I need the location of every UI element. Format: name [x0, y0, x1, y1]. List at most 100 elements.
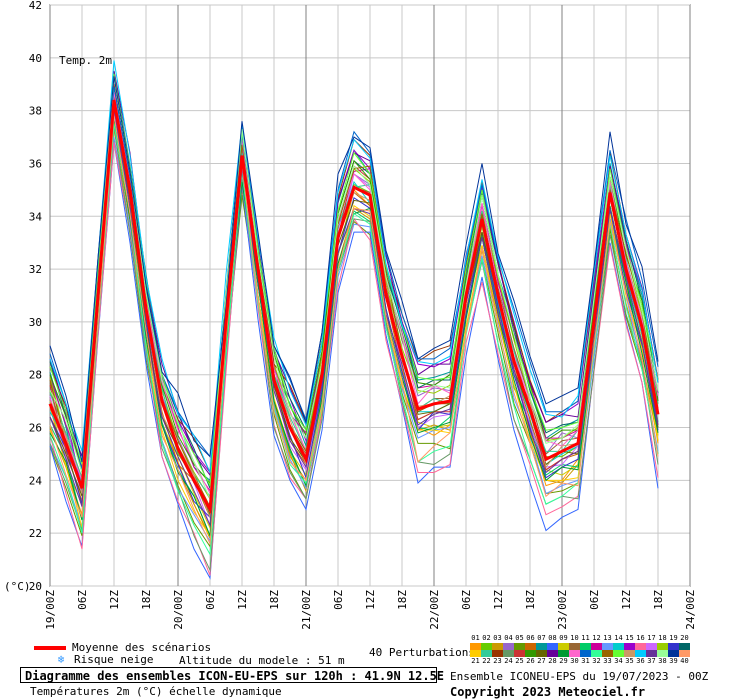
- mean-legend: Moyenne des scénarios: [34, 641, 211, 654]
- member-number: 16: [636, 634, 645, 642]
- member-number: 35: [625, 657, 634, 665]
- mean-legend-label: Moyenne des scénarios: [72, 641, 212, 654]
- ensemble-chart: 20 22 24 26 28 30 32 34 36 38 40 42 19/00Z 06Z 12Z 18Z…: [4, 0, 697, 630]
- member-swatch: [503, 650, 514, 657]
- member-line: [49, 76, 659, 500]
- member-number: 02: [482, 634, 491, 642]
- mean-line: [48, 99, 660, 515]
- member-number: 12: [592, 634, 601, 642]
- member-swatch: [481, 650, 492, 657]
- x-tick-label: 12Z: [108, 590, 121, 610]
- y-tick-label: 36: [29, 157, 42, 170]
- member-line: [49, 107, 659, 517]
- y-tick-label: 34: [29, 210, 43, 223]
- member-number: 10: [570, 634, 579, 642]
- x-tick-label: 06Z: [332, 590, 345, 610]
- member-numbers-bottom: 21 22 23 24 25 26 27 28 29 30 31 32 33 34 35 36 37 38 39 40: [470, 657, 690, 666]
- member-number: 23: [493, 657, 502, 665]
- member-line: [49, 60, 659, 473]
- x-tick-label: 19/00Z: [44, 590, 57, 630]
- member-number: 17: [647, 634, 656, 642]
- member-number: 34: [614, 657, 623, 665]
- member-swatch: [646, 643, 657, 650]
- member-number: 38: [658, 657, 667, 665]
- member-swatch: [635, 650, 646, 657]
- member-number: 03: [493, 634, 502, 642]
- member-number: 05: [515, 634, 524, 642]
- member-swatch: [591, 650, 602, 657]
- x-tick-label: 06Z: [588, 590, 601, 610]
- x-tick-label: 22/00Z: [428, 590, 441, 630]
- member-number: 04: [504, 634, 513, 642]
- x-tick-label: 18Z: [652, 590, 665, 610]
- member-swatch: [547, 650, 558, 657]
- member-line: [49, 123, 659, 557]
- x-tick-label: 18Z: [396, 590, 409, 610]
- y-tick-label: 28: [29, 369, 42, 382]
- member-swatches-bottom: [470, 650, 690, 657]
- member-swatch: [558, 650, 569, 657]
- x-tick-label: 20/00Z: [172, 590, 185, 630]
- member-line: [49, 92, 659, 496]
- y-tick-label: 30: [29, 316, 42, 329]
- y-tick-label: 26: [29, 422, 42, 435]
- member-swatch: [657, 650, 668, 657]
- perturbations-label: 40 Perturbations: [369, 646, 475, 659]
- member-number: 19: [669, 634, 678, 642]
- x-tick-label: 18Z: [140, 590, 153, 610]
- member-line: [49, 142, 659, 580]
- member-swatch: [613, 650, 624, 657]
- member-number: 25: [515, 657, 524, 665]
- member-swatch: [492, 643, 503, 650]
- ensemble-run-label: Ensemble ICONEU-EPS du 19/07/2023 - 00Z: [450, 670, 709, 683]
- member-number: 29: [559, 657, 568, 665]
- y-tick-label: 24: [29, 474, 43, 487]
- x-tick-label: 12Z: [492, 590, 505, 610]
- member-swatch: [679, 643, 690, 650]
- x-axis-ticks: 19/00Z 06Z 12Z 18Z 20/00Z 06Z 12Z 18Z 21/00Z 06Z 1…: [44, 590, 697, 630]
- member-swatch: [602, 650, 613, 657]
- y-tick-label: 20: [29, 580, 42, 593]
- altitude-label: Altitude du modele : 51 m: [179, 654, 345, 667]
- chart-title: Temp. 2m: [59, 54, 112, 67]
- member-number: 21: [471, 657, 480, 665]
- mean-series-line: [48, 99, 660, 515]
- member-number: 08: [548, 634, 557, 642]
- copyright-label: Copyright 2023 Meteociel.fr: [450, 685, 646, 699]
- member-swatch: [668, 650, 679, 657]
- y-tick-label: 32: [29, 263, 42, 276]
- member-swatch: [668, 643, 679, 650]
- x-tick-label: 12Z: [364, 590, 377, 610]
- member-swatch: [569, 650, 580, 657]
- member-number: 18: [658, 634, 667, 642]
- member-number: 06: [526, 634, 535, 642]
- member-swatch: [613, 643, 624, 650]
- member-swatch: [514, 650, 525, 657]
- member-number: 33: [603, 657, 612, 665]
- member-number: 09: [559, 634, 568, 642]
- member-swatch: [514, 643, 525, 650]
- member-swatch: [657, 643, 668, 650]
- snow-legend-label: Risque neige: [74, 653, 154, 666]
- grid-layer: [49, 4, 691, 587]
- x-tick-label: 21/00Z: [300, 590, 313, 630]
- x-tick-label: 23/00Z: [556, 590, 569, 630]
- member-number: 15: [625, 634, 634, 642]
- x-tick-label: 06Z: [76, 590, 89, 610]
- member-line: [49, 76, 659, 462]
- member-swatch: [580, 650, 591, 657]
- member-number: 39: [669, 657, 678, 665]
- member-swatch: [591, 643, 602, 650]
- x-tick-label: 12Z: [620, 590, 633, 610]
- member-swatch: [481, 643, 492, 650]
- member-number: 37: [647, 657, 656, 665]
- x-tick-label: 06Z: [204, 590, 217, 610]
- x-tick-label: 12Z: [236, 590, 249, 610]
- member-number: 13: [603, 634, 612, 642]
- member-number: 28: [548, 657, 557, 665]
- member-swatch: [635, 643, 646, 650]
- member-number: 11: [581, 634, 590, 642]
- snow-legend: ❄ Risque neige: [44, 653, 154, 666]
- member-swatch: [646, 650, 657, 657]
- x-tick-label: 18Z: [524, 590, 537, 610]
